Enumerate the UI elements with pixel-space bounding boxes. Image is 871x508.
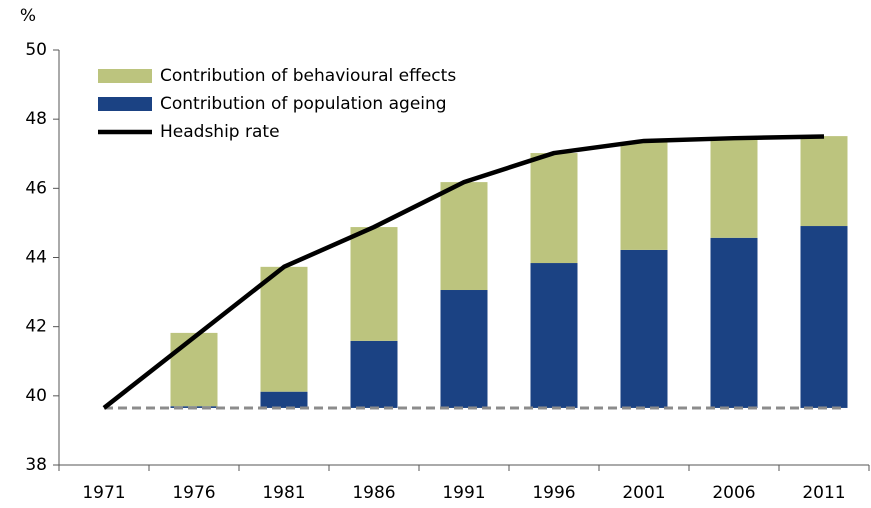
legend-label: Contribution of behavioural effects bbox=[160, 66, 456, 86]
y-axis-label: % bbox=[20, 6, 36, 26]
bar-segment bbox=[260, 266, 308, 392]
bar-segment bbox=[620, 141, 668, 250]
legend-swatch bbox=[98, 97, 152, 111]
bar-segment bbox=[440, 182, 488, 291]
y-tick-label: 40 bbox=[25, 386, 47, 406]
legend-label: Headship rate bbox=[160, 122, 280, 142]
x-tick-label: 2006 bbox=[712, 483, 755, 503]
x-tick-label: 1996 bbox=[532, 483, 575, 503]
x-tick-label: 1971 bbox=[82, 483, 125, 503]
bar-segment bbox=[530, 153, 578, 264]
headship-line bbox=[102, 134, 825, 410]
y-tick-label: 46 bbox=[25, 178, 47, 198]
bar-segment bbox=[350, 227, 398, 341]
bar-segment bbox=[350, 340, 398, 408]
y-tick-label: 38 bbox=[25, 455, 47, 475]
bar-segment bbox=[710, 138, 758, 238]
bar-segment bbox=[440, 290, 488, 408]
x-tick-label: 1986 bbox=[352, 483, 395, 503]
bar-segment bbox=[260, 391, 308, 408]
legend-label: Contribution of population ageing bbox=[160, 94, 447, 114]
bar-segment bbox=[800, 136, 848, 227]
y-tick-label: 48 bbox=[25, 109, 47, 129]
x-tick-label: 2011 bbox=[802, 483, 845, 503]
y-tick-label: 44 bbox=[25, 248, 47, 268]
x-tick-label: 1991 bbox=[442, 483, 485, 503]
x-tick-label: 1976 bbox=[172, 483, 215, 503]
bar-segment bbox=[710, 237, 758, 408]
x-tick-label: 2001 bbox=[622, 483, 665, 503]
y-tick-label: 42 bbox=[25, 317, 47, 337]
x-tick-label: 1981 bbox=[262, 483, 305, 503]
bar-segment bbox=[530, 263, 578, 408]
bar-segment bbox=[170, 332, 218, 407]
y-tick-label: 50 bbox=[25, 40, 47, 60]
legend-swatch bbox=[98, 69, 152, 83]
bar-segment bbox=[800, 226, 848, 408]
bar-segment bbox=[620, 249, 668, 408]
